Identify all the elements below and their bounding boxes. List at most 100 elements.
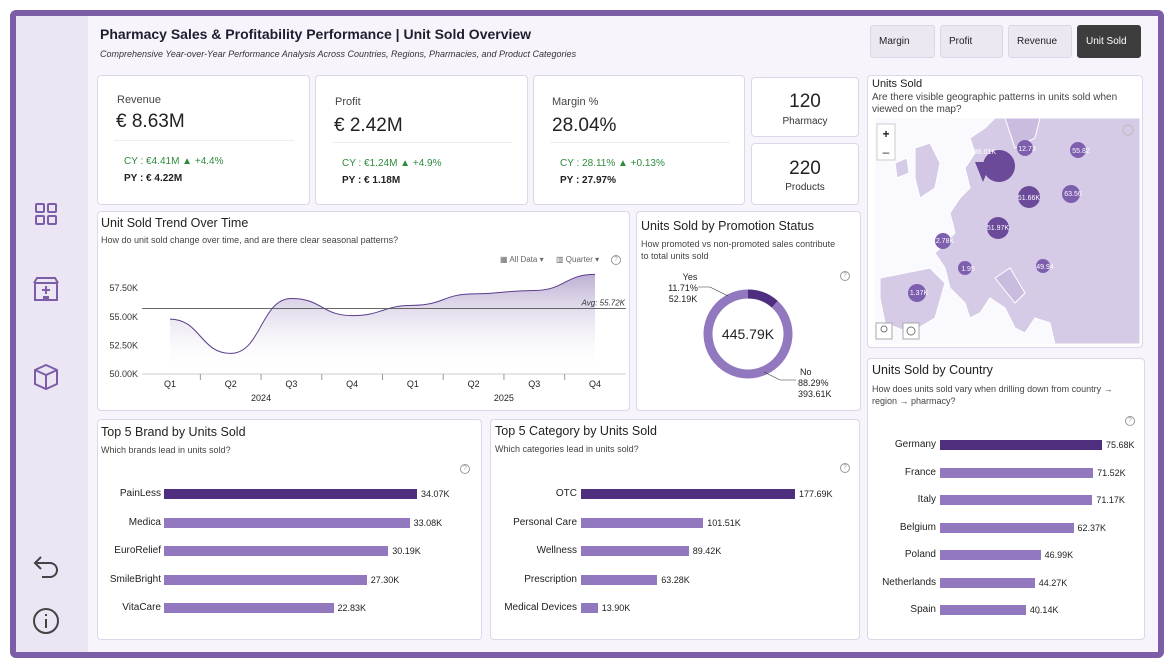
brands-help-icon[interactable]: ? xyxy=(460,464,470,474)
average-label: Avg: 55.72K xyxy=(581,299,626,308)
bar-value-label: 33.08K xyxy=(413,517,443,528)
bar[interactable] xyxy=(581,603,598,613)
x-tick-label: Q1 xyxy=(407,379,419,389)
countries-subtitle-line2: region → pharmacy? xyxy=(872,396,956,406)
bar-value-label: 177.69K xyxy=(799,489,833,499)
map-refresh-icon[interactable] xyxy=(902,322,920,340)
dashboard-grid-icon[interactable] xyxy=(28,196,64,232)
pharmacy-count-label: Pharmacy xyxy=(782,116,828,127)
map-zoom-out-button[interactable]: – xyxy=(883,145,890,159)
map-pin[interactable]: 51.66K xyxy=(1018,186,1041,208)
map-pin[interactable]: 1.37K xyxy=(908,284,928,302)
slice-value-no: 393.61K xyxy=(798,389,832,399)
x-tick-label: Q3 xyxy=(285,379,297,389)
y-tick-label: 55.00K xyxy=(109,312,138,322)
bar[interactable] xyxy=(940,550,1041,560)
bar[interactable] xyxy=(940,577,1035,588)
map-pin[interactable]: 49.94 xyxy=(1036,259,1054,273)
bar-value-label: 13.90K xyxy=(601,603,631,613)
products-count-label: Products xyxy=(785,182,825,193)
bar[interactable] xyxy=(164,546,389,556)
bar[interactable] xyxy=(940,467,1094,478)
kpi-profit-cy: CY : €1.24M ▲ +4.9% xyxy=(342,158,442,169)
bar[interactable] xyxy=(581,489,795,499)
bar[interactable] xyxy=(940,522,1074,533)
svg-text:1.95: 1.95 xyxy=(961,266,975,273)
countries-help-icon[interactable]: ? xyxy=(1125,416,1135,426)
x-tick-label: Q3 xyxy=(528,379,540,389)
back-arrow-icon[interactable] xyxy=(28,548,64,584)
map-subtitle-line1: Are there visible geographic patterns in… xyxy=(872,92,1118,103)
bar-category-label: Personal Care xyxy=(513,516,577,528)
categories-card xyxy=(490,419,860,640)
scroll-down-icon[interactable]: ⌄ xyxy=(1034,606,1042,616)
y-tick-label: 57.50K xyxy=(109,283,138,293)
slice-percent-no: 88.29% xyxy=(798,378,829,388)
tab-margin[interactable]: Margin xyxy=(870,25,935,58)
product-box-icon[interactable] xyxy=(28,359,64,395)
map-zoom-in-button[interactable]: + xyxy=(882,127,889,141)
bar[interactable] xyxy=(581,574,658,585)
bar[interactable] xyxy=(164,489,417,499)
bar-value-label: 30.19K xyxy=(392,546,421,556)
bar-value-label: 27.30K xyxy=(370,574,400,585)
map-help-icon[interactable] xyxy=(1122,124,1134,136)
bar-value-label: 44.27K xyxy=(1038,577,1068,588)
kpi-divider xyxy=(332,142,512,143)
bar-value-label: 46.99K xyxy=(1044,550,1074,560)
map-pin[interactable]: 55.82 xyxy=(1070,142,1090,158)
categories-title: Top 5 Category by Units Sold xyxy=(495,424,657,438)
bar-value-label: 101.51K xyxy=(707,517,741,528)
slice-leader-yes xyxy=(698,286,729,297)
bar[interactable] xyxy=(164,574,367,585)
bar-category-label: SmileBright xyxy=(109,573,161,585)
tab-revenue[interactable]: Revenue xyxy=(1008,25,1072,58)
bar-category-label: Medical Devices xyxy=(504,602,577,613)
map-pin[interactable]: 12.73 xyxy=(1017,140,1036,156)
categories-help-icon[interactable]: ? xyxy=(840,463,850,473)
page-title: Pharmacy Sales & Profitability Performan… xyxy=(100,26,532,42)
bar[interactable] xyxy=(164,517,410,528)
promotion-subtitle-line1: How promoted vs non-promoted sales contr… xyxy=(641,239,836,249)
promotion-help-icon[interactable]: ? xyxy=(840,271,850,281)
trend-period-filter[interactable]: ▥ Quarter ▾ xyxy=(556,255,600,264)
map-pin[interactable]: 63.56 xyxy=(1062,185,1082,203)
count-card-pharmacy xyxy=(751,77,859,137)
bar[interactable] xyxy=(164,603,334,613)
trend-data-filter-label: All Data xyxy=(509,255,538,264)
bar-category-label: EuroRelief xyxy=(114,545,161,556)
kpi-revenue-label: Revenue xyxy=(117,94,162,106)
tab-unit-sold[interactable]: Unit Sold xyxy=(1077,25,1141,58)
bar-category-label: Poland xyxy=(904,549,936,560)
trend-help-icon[interactable]: ? xyxy=(611,255,621,265)
map-pin[interactable]: 1.95 xyxy=(958,261,975,275)
bar[interactable] xyxy=(940,440,1102,450)
trend-period-filter-label: Quarter xyxy=(565,255,593,264)
map-pin[interactable]: 136.01K xyxy=(970,149,1015,183)
pharmacy-store-icon[interactable] xyxy=(28,271,64,307)
bar[interactable] xyxy=(581,517,704,528)
bar[interactable] xyxy=(940,605,1026,615)
map-pin[interactable]: 2.78K xyxy=(935,233,954,249)
y-tick-label: 50.00K xyxy=(109,369,138,379)
bar-category-label: Medica xyxy=(128,516,161,528)
info-icon[interactable] xyxy=(28,603,64,639)
bar-value-label: 71.17K xyxy=(1096,495,1125,505)
map-pin-tool-icon[interactable] xyxy=(875,322,893,340)
kpi-card-margin xyxy=(533,75,745,205)
slice-percent-yes: 11.71% xyxy=(668,283,698,293)
bar[interactable] xyxy=(940,495,1093,505)
x-tick-label: Q4 xyxy=(346,379,358,389)
bar[interactable] xyxy=(581,546,689,556)
trend-data-filter[interactable]: ▦ All Data ▾ xyxy=(500,255,544,264)
bar-category-label: Netherlands xyxy=(882,576,936,588)
map-pin[interactable]: 51.97K xyxy=(987,217,1010,239)
kpi-profit-py: PY : € 1.18M xyxy=(342,175,401,186)
slice-label-yes: Yes xyxy=(683,272,698,282)
donut-total-label: 445.79K xyxy=(722,326,775,342)
tab-profit[interactable]: Profit xyxy=(940,25,1003,58)
svg-text:49.94: 49.94 xyxy=(1036,264,1054,271)
europe-map[interactable]: 136.01K 12.73 55.82 51.66K 63.56 51.97K … xyxy=(875,118,1140,344)
kpi-profit-value: € 2.42M xyxy=(334,115,403,136)
